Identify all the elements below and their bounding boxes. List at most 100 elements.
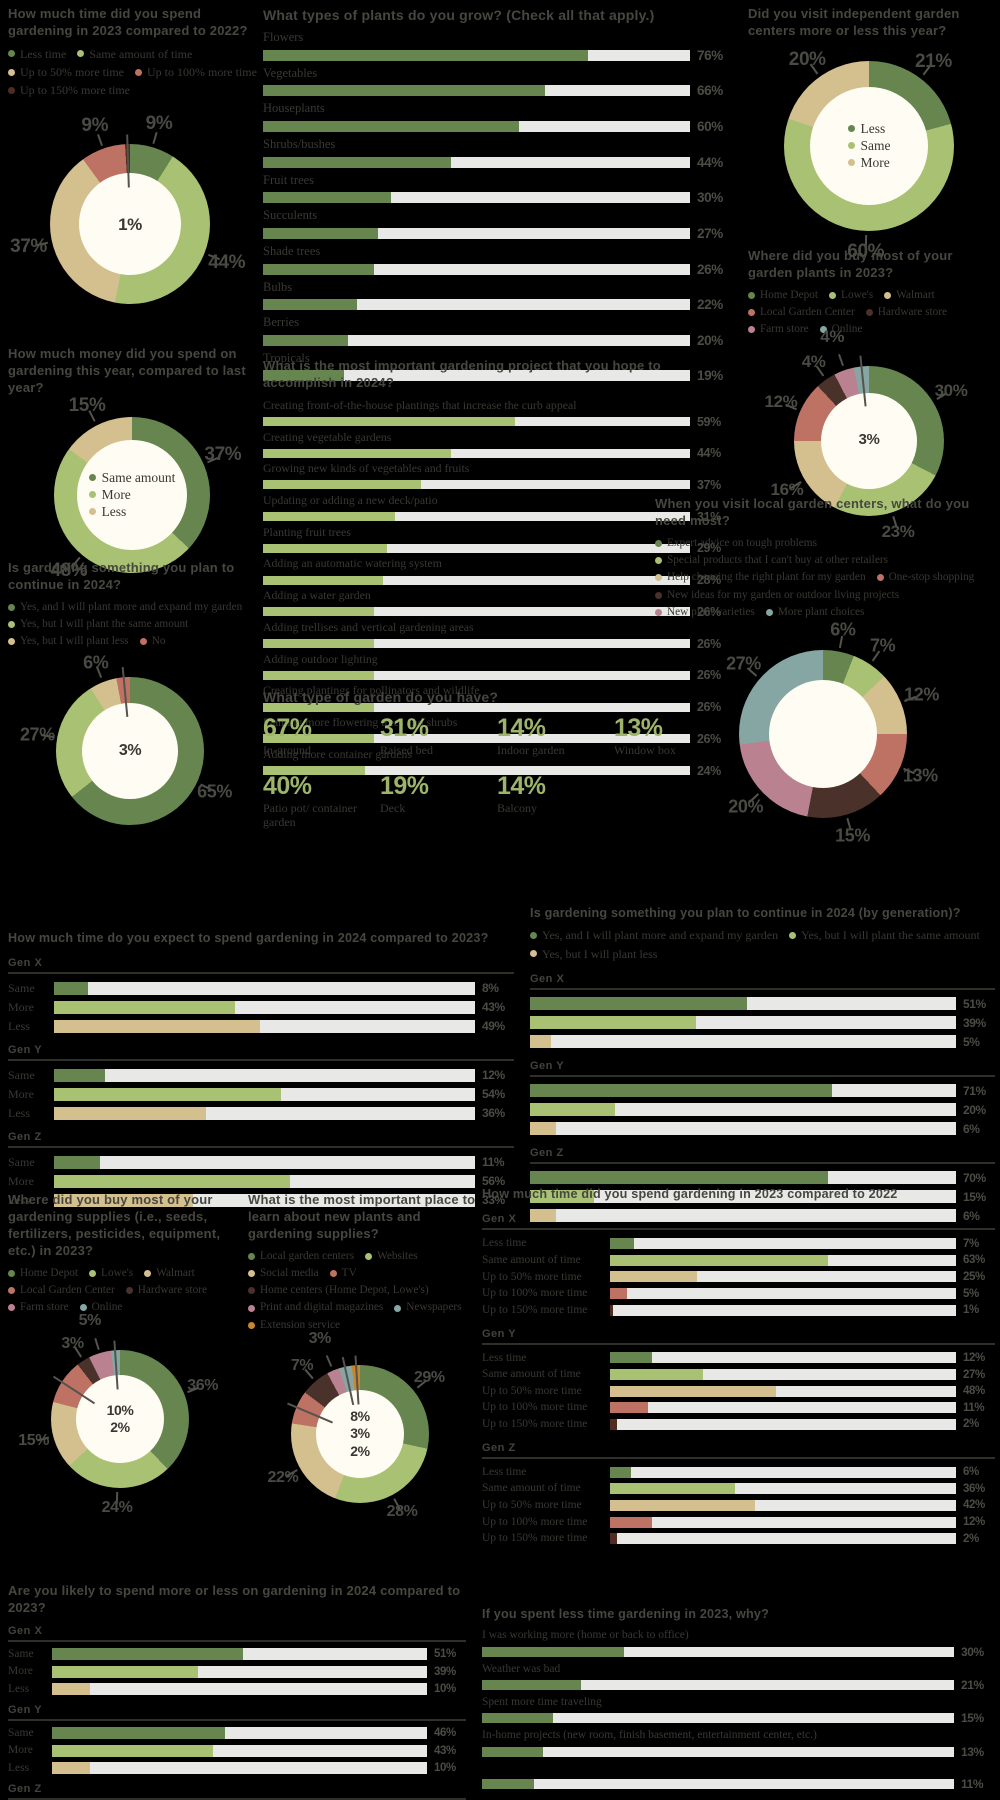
bar-row: Same 46%: [8, 1727, 466, 1740]
legend-label: One-stop shopping: [888, 571, 975, 584]
stat-label: Raised bed: [380, 743, 433, 758]
bar-label: Planting more flowering trees and shrubs: [263, 715, 458, 730]
bar-track: [263, 299, 690, 311]
bar-fill: [263, 512, 396, 522]
bar-track: [610, 1288, 956, 1300]
bar-label: Adding a water garden: [263, 588, 371, 603]
bar-value: 42%: [963, 1499, 985, 1512]
legend-dot: [655, 557, 662, 565]
legend-label: Hardware store: [877, 306, 948, 319]
bar-track: [52, 1762, 427, 1775]
bar-track: [610, 1385, 956, 1397]
legend-item: Websites: [365, 1249, 418, 1264]
stat-value: 13%: [614, 714, 663, 743]
bar-value: 26%: [697, 636, 721, 651]
donut-hole: 10% 2%: [76, 1375, 164, 1464]
bar-track: [263, 334, 690, 346]
row-label: Less: [8, 1105, 30, 1120]
stat: 31% Raised bed: [380, 716, 497, 758]
legend-label: Less: [860, 120, 886, 136]
stat-label: Window box: [614, 743, 676, 758]
bar-value: 43%: [434, 1744, 456, 1757]
legend-dot: [125, 1286, 133, 1294]
bar-row: Up to 100% more time 11%: [482, 1401, 995, 1414]
bar-value: 5%: [963, 1287, 979, 1300]
legend-item: Yes, and I will plant more and expand my…: [8, 600, 242, 615]
group-header: Gen Z: [530, 1147, 995, 1164]
segment-value: 27%: [19, 724, 55, 745]
chart-title: What is the most important place to lear…: [248, 1192, 476, 1241]
bar-fill: [263, 192, 392, 204]
legend-item: Yes, but I will plant less: [8, 634, 129, 649]
legend-dot: [748, 326, 755, 334]
bar-value: 30%: [697, 190, 723, 206]
chart-title: If you spent less time gardening in 2023…: [482, 1607, 770, 1621]
legend-label: Online: [831, 323, 863, 336]
bar-label: Adding an automatic watering system: [263, 556, 442, 571]
row-label: Same: [8, 980, 35, 995]
bar-value: 27%: [963, 1368, 985, 1381]
legend-dot: [144, 1269, 152, 1277]
row-label: Less: [8, 1192, 30, 1207]
bar-track: [54, 1000, 475, 1014]
legend-label: Online: [91, 1301, 123, 1314]
legend-item: Print and digital magazines: [248, 1300, 383, 1315]
bar-fill: [263, 227, 379, 239]
group-header: Gen Y: [530, 1060, 995, 1077]
bar-fill: [530, 1190, 594, 1204]
bar-row: 5%: [482, 1794, 995, 1800]
bar-value: 2%: [963, 1418, 979, 1431]
center-value: 2%: [350, 1442, 370, 1459]
segment-value: 30%: [934, 380, 968, 400]
legend-dot: [134, 68, 142, 76]
legend-dot: [394, 1304, 402, 1312]
bar-row: Less 10%: [8, 1762, 466, 1775]
legend-dot: [365, 1252, 373, 1260]
bar-row: Less time 12%: [482, 1352, 995, 1365]
bar-track: [610, 1483, 956, 1495]
group-header: Gen Z: [482, 1442, 995, 1459]
bar-track: [482, 1646, 954, 1657]
bar-fill: [482, 1778, 534, 1789]
bar-value: 26%: [697, 604, 721, 619]
segment-value: 20%: [728, 796, 764, 817]
segment-value: 28%: [386, 1503, 418, 1521]
bar-row: Up to 150% more time 1%: [482, 1304, 995, 1317]
legend-label: Hardware store: [137, 1283, 208, 1296]
bar-value: 26%: [697, 731, 721, 746]
bar-row: Adding more container gardens 24%: [263, 747, 731, 778]
legend-dot: [248, 1304, 255, 1312]
group-header: Gen X: [482, 1213, 995, 1231]
bar-track: [530, 1084, 956, 1098]
legend-item: Up to 50% more time: [8, 64, 124, 80]
bar-track: [263, 702, 690, 712]
legend-item: Special products that I can't buy at oth…: [655, 553, 888, 568]
row-label: Same amount of time: [482, 1254, 581, 1266]
bar-fill: [52, 1744, 214, 1757]
legend-item: New ideas for my garden or outdoor livin…: [655, 588, 899, 603]
bar-row: Shade trees 26%: [263, 244, 731, 277]
section-spend-2024-bars: Are you likely to spend more or less on …: [8, 1583, 466, 1800]
legend-dot: [88, 508, 96, 516]
bar-value: 15%: [961, 1711, 984, 1726]
bar-fill: [52, 1665, 199, 1678]
row-label: Same: [8, 1726, 34, 1739]
bar-value: 11%: [963, 1401, 985, 1414]
legend-label: Help choosing the right plant for my gar…: [667, 571, 866, 584]
stat-label: Deck: [380, 800, 406, 815]
bar-value: 36%: [482, 1106, 505, 1121]
bar-fill: [54, 1068, 105, 1082]
bar-row: Same 12%: [8, 1068, 514, 1082]
center-values: 3%: [119, 741, 142, 761]
segment-value: 23%: [881, 522, 915, 542]
bar-value: 31%: [697, 509, 721, 524]
chart-legend: Expert advice on tough problems Special p…: [655, 536, 995, 620]
legend-label: Up to 150% more time: [20, 83, 130, 98]
bar-row: Weather was bad 21%: [482, 1662, 995, 1692]
chart-title: Are you likely to spend more or less on …: [8, 1583, 461, 1615]
segment-value: 27%: [726, 653, 761, 674]
legend-label: Yes, but I will plant the same amount: [801, 928, 980, 943]
bar-fill: [263, 49, 588, 61]
bar-fill: [530, 1084, 833, 1098]
bar-fill: [52, 1762, 90, 1775]
